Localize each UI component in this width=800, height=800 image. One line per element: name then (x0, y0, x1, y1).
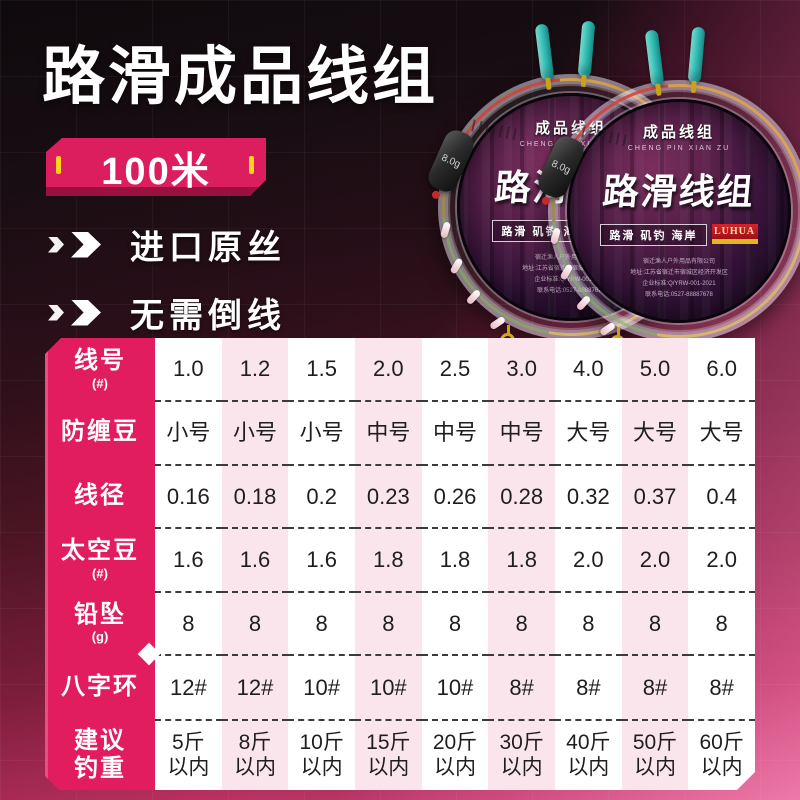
cell-r0-c6: 4.0 (555, 338, 622, 400)
chevron-right-icon (48, 304, 64, 321)
cell-r2-c3: 0.23 (355, 464, 422, 527)
cell-r0-c7: 5.0 (622, 338, 689, 400)
cell-r5-c6: 8# (555, 654, 622, 719)
length-badge: 100米 (46, 138, 266, 196)
cell-r1-c3: 中号 (355, 400, 422, 464)
sinker-weight-label: 8.0g (549, 158, 573, 176)
row-header-5: 八字环 (45, 654, 155, 719)
cell-r2-c7: 0.37 (622, 464, 689, 527)
spec-table: 线号 (#) 1.0 1.2 1.5 2.0 2.5 3.0 4.0 5.0 6.0 防缠豆 小号 小号小… (45, 338, 755, 790)
cell-r4-c2: 8 (288, 591, 355, 654)
cell-r2-c1: 0.18 (222, 464, 289, 527)
cell-r2-c5: 0.28 (488, 464, 555, 527)
cell-r1-c0: 小号 (155, 400, 222, 464)
cell-r5-c0: 12# (155, 654, 222, 719)
cell-r6-c4: 20斤 以内 (422, 719, 489, 790)
cell-r6-c2: 10斤 以内 (288, 719, 355, 790)
cell-r0-c8: 6.0 (688, 338, 755, 400)
row-header-2: 线径 (45, 464, 155, 527)
row-header-1: 防缠豆 (45, 400, 155, 464)
cell-r3-c6: 2.0 (555, 527, 622, 591)
cell-r3-c1: 1.6 (222, 527, 289, 591)
cell-r1-c8: 大号 (688, 400, 755, 464)
cell-r4-c3: 8 (355, 591, 422, 654)
cell-r6-c6: 40斤 以内 (555, 719, 622, 790)
cell-r2-c2: 0.2 (288, 464, 355, 527)
cell-r4-c5: 8 (488, 591, 555, 654)
cell-r5-c8: 8# (688, 654, 755, 719)
row-header-3: 太空豆 (#) (45, 527, 155, 591)
label-main-text: 路滑线组 (600, 171, 757, 213)
cell-r5-c2: 10# (288, 654, 355, 719)
row-header-4: 铅坠 (g) (45, 591, 155, 654)
cell-r4-c7: 8 (622, 591, 689, 654)
line-spool-right: 8.0g 成品线组 CHENG PIN XIAN ZU 路滑线组 路滑 矶钓 海… (500, 26, 800, 390)
cell-r3-c7: 2.0 (622, 527, 689, 591)
brand-badge: LUHUA (711, 224, 758, 246)
feature-item-imported-silk: 进口原丝 (48, 220, 286, 269)
cell-r1-c7: 大号 (622, 400, 689, 464)
cell-r3-c8: 2.0 (688, 527, 755, 591)
company-info-text: 宿迁渔人户外用品有限公司 地址:江苏省宿迁市宿城区经济开发区 企业标准:Q/YR… (630, 259, 728, 298)
badge-tick-right-icon (249, 156, 254, 174)
cell-r4-c6: 8 (555, 591, 622, 654)
label-top-pinyin: CHENG PIN XIAN ZU (627, 145, 731, 153)
cell-r1-c5: 中号 (488, 400, 555, 464)
cell-r2-c8: 0.4 (688, 464, 755, 527)
sinker-weight-label: 8.0g (439, 152, 463, 170)
row-header-0: 线号 (#) (45, 338, 155, 400)
cell-r5-c1: 12# (222, 654, 289, 719)
cell-r5-c5: 8# (488, 654, 555, 719)
arrow-right-icon (71, 231, 101, 258)
cell-r2-c4: 0.26 (422, 464, 489, 527)
cell-r1-c1: 小号 (222, 400, 289, 464)
label-top-text: 成品线组 (642, 124, 715, 142)
cell-r6-c3: 15斤 以内 (355, 719, 422, 790)
cell-r3-c2: 1.6 (288, 527, 355, 591)
cell-r3-c5: 1.8 (488, 527, 555, 591)
cell-r6-c5: 30斤 以内 (488, 719, 555, 790)
cell-r0-c1: 1.2 (222, 338, 289, 400)
cell-r3-c3: 1.8 (355, 527, 422, 591)
chevron-right-icon (48, 236, 64, 253)
spool-label: 成品线组 CHENG PIN XIAN ZU 路滑线组 路滑 矶钓 海岸 LUH… (567, 99, 791, 323)
cell-r1-c2: 小号 (288, 400, 355, 464)
feature-item-no-rewind: 无需倒线 (48, 288, 286, 337)
brand-name: LUHUA (711, 224, 758, 240)
cell-r4-c4: 8 (422, 591, 489, 654)
badge-tick-left-icon (56, 156, 61, 174)
cell-r0-c5: 3.0 (488, 338, 555, 400)
label-tagline: 路滑 矶钓 海岸 (600, 224, 707, 247)
cell-r0-c3: 2.0 (355, 338, 422, 400)
cell-r5-c4: 10# (422, 654, 489, 719)
cell-r6-c7: 50斤 以内 (622, 719, 689, 790)
cell-r0-c4: 2.5 (422, 338, 489, 400)
cell-r5-c3: 10# (355, 654, 422, 719)
cell-r4-c8: 8 (688, 591, 755, 654)
length-badge-label: 100米 (101, 150, 211, 193)
cell-r4-c0: 8 (155, 591, 222, 654)
cell-r3-c0: 1.6 (155, 527, 222, 591)
cell-r6-c8: 60斤 以内 (688, 719, 755, 790)
cell-r6-c1: 8斤 以内 (222, 719, 289, 790)
cell-r2-c6: 0.32 (555, 464, 622, 527)
cell-r0-c0: 1.0 (155, 338, 222, 400)
feature-label: 无需倒线 (130, 297, 286, 335)
label-tagline-row: 路滑 矶钓 海岸 LUHUA (600, 224, 758, 247)
cell-r4-c1: 8 (222, 591, 289, 654)
row-header-6: 建议 钓重 (45, 719, 155, 790)
cell-r5-c7: 8# (622, 654, 689, 719)
cell-r1-c4: 中号 (422, 400, 489, 464)
cell-r3-c4: 1.8 (422, 527, 489, 591)
page-title: 路滑成品线组 (42, 42, 438, 112)
brand-strip (711, 239, 758, 245)
arrow-right-icon (71, 299, 101, 326)
cell-r2-c0: 0.16 (155, 464, 222, 527)
cell-r1-c6: 大号 (555, 400, 622, 464)
cell-r6-c0: 5斤 以内 (155, 719, 222, 790)
feature-label: 进口原丝 (130, 229, 286, 267)
cell-r0-c2: 1.5 (288, 338, 355, 400)
